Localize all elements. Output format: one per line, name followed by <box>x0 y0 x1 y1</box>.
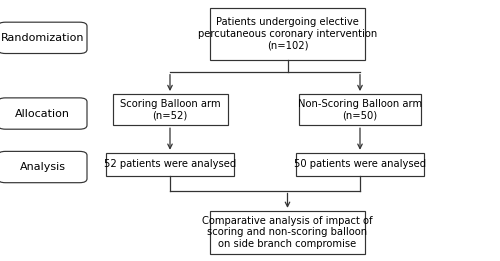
FancyBboxPatch shape <box>0 98 87 129</box>
FancyBboxPatch shape <box>210 8 365 60</box>
FancyBboxPatch shape <box>296 153 424 176</box>
Text: 52 patients were analysed: 52 patients were analysed <box>104 159 236 169</box>
Text: Randomization: Randomization <box>1 33 84 43</box>
FancyBboxPatch shape <box>0 22 87 54</box>
FancyBboxPatch shape <box>112 94 228 125</box>
Text: Analysis: Analysis <box>20 162 66 172</box>
Text: Allocation: Allocation <box>15 109 70 118</box>
Text: Comparative analysis of impact of
scoring and non-scoring balloon
on side branch: Comparative analysis of impact of scorin… <box>202 216 373 249</box>
FancyBboxPatch shape <box>0 151 87 183</box>
Text: 50 patients were analysed: 50 patients were analysed <box>294 159 426 169</box>
FancyBboxPatch shape <box>106 153 234 176</box>
Text: Non-Scoring Balloon arm
(n=50): Non-Scoring Balloon arm (n=50) <box>298 99 422 120</box>
Text: Scoring Balloon arm
(n=52): Scoring Balloon arm (n=52) <box>120 99 220 120</box>
Text: Patients undergoing elective
percutaneous coronary intervention
(n=102): Patients undergoing elective percutaneou… <box>198 17 377 51</box>
FancyBboxPatch shape <box>210 211 365 254</box>
FancyBboxPatch shape <box>298 94 421 125</box>
